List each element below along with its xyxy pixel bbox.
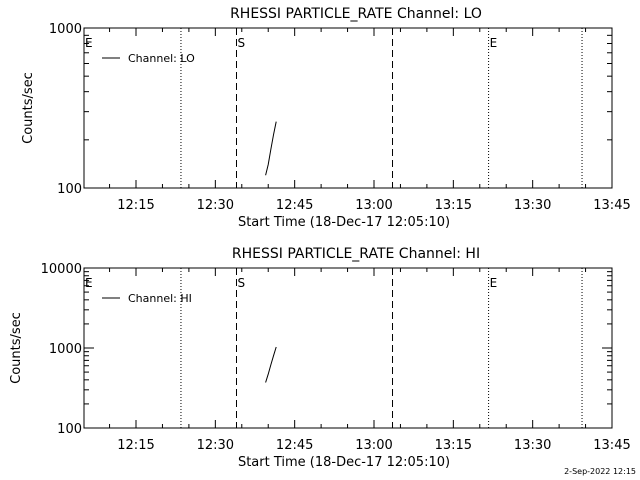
- y-tick-label: 100: [57, 182, 82, 197]
- y-axis-label: Counts/sec: [21, 72, 36, 144]
- x-tick-label: 13:15: [435, 438, 472, 453]
- y-axis-label: Counts/sec: [9, 312, 24, 384]
- y-tick-label: 100: [57, 422, 82, 437]
- chart-panel-2: RHESSI PARTICLE_RATE Channel: HI Counts/s…: [9, 246, 631, 470]
- x-tick-label: 13:45: [593, 438, 630, 453]
- x-tick-label: 13:30: [514, 438, 551, 453]
- data-series-line: [265, 121, 277, 176]
- y-tick-label: 10000: [41, 262, 82, 277]
- event-marker-label: S: [237, 36, 245, 50]
- x-tick-label: 12:15: [117, 438, 154, 453]
- x-tick-label: 13:15: [435, 198, 472, 213]
- chart-title: RHESSI PARTICLE_RATE Channel: HI: [232, 246, 480, 262]
- x-tick-label: 12:15: [117, 198, 154, 213]
- event-marker-label: S: [237, 276, 245, 290]
- y-tick-label: 1000: [49, 342, 82, 357]
- legend-entry: Channel: HI: [128, 292, 192, 305]
- x-tick-label: 13:45: [593, 198, 630, 213]
- x-tick-label: 13:30: [514, 198, 551, 213]
- y-tick-label: 1000: [49, 22, 82, 37]
- x-tick-label: 12:30: [197, 198, 234, 213]
- chart-title: RHESSI PARTICLE_RATE Channel: LO: [230, 6, 482, 22]
- x-axis-label: Start Time (18-Dec-17 12:05:10): [238, 215, 450, 230]
- x-tick-label: 12:45: [276, 198, 313, 213]
- x-axis-label: Start Time (18-Dec-17 12:05:10): [238, 455, 450, 470]
- x-tick-label: 12:30: [197, 438, 234, 453]
- event-marker-label: E: [490, 36, 498, 50]
- chart-panel-1: RHESSI PARTICLE_RATE Channel: LO Counts/s…: [21, 6, 631, 230]
- x-tick-label: 12:45: [276, 438, 313, 453]
- plot-timestamp: 2-Sep-2022 12:15: [564, 467, 636, 476]
- event-marker-label: E: [85, 36, 93, 50]
- event-marker-label: E: [85, 276, 93, 290]
- legend-entry: Channel: LO: [128, 52, 195, 65]
- data-series-line: [265, 346, 277, 383]
- x-tick-label: 13:00: [355, 438, 392, 453]
- event-marker-label: E: [490, 276, 498, 290]
- x-tick-label: 13:00: [355, 198, 392, 213]
